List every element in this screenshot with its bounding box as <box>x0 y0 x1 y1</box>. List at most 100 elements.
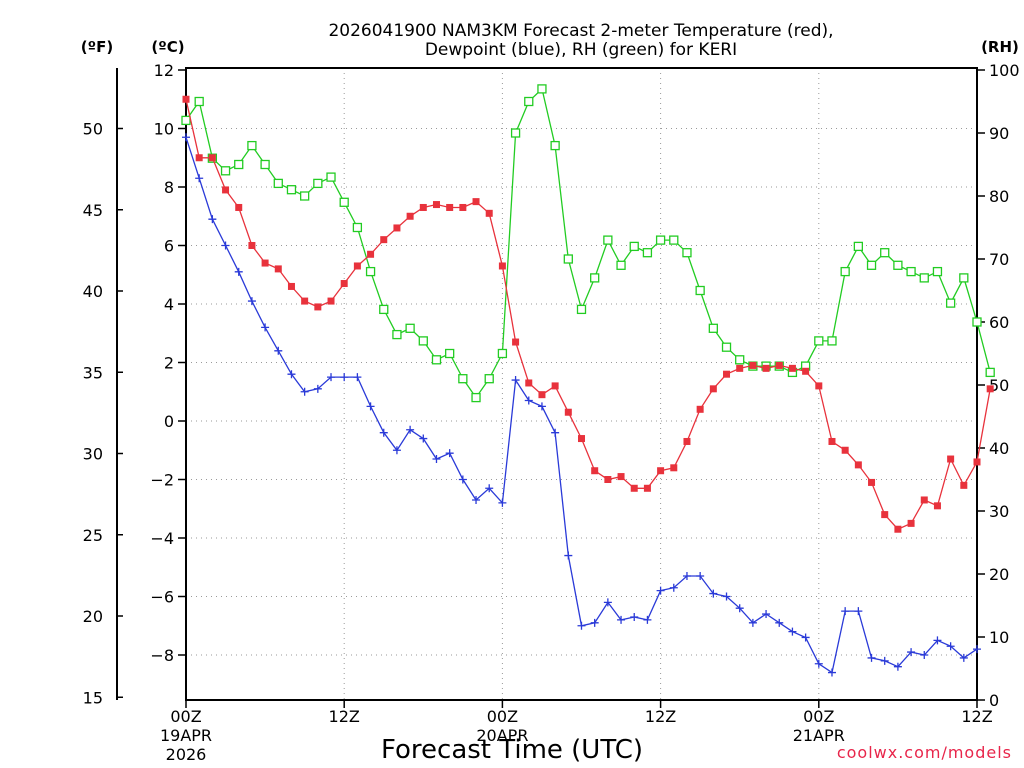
dewpoint-point <box>722 592 731 601</box>
dewpoint-point <box>682 572 691 581</box>
dewpoint-line <box>185 137 978 674</box>
dewpoint-point <box>472 495 481 504</box>
dewpoint-point <box>814 659 823 668</box>
rh-tick-label: 30 <box>989 502 1009 521</box>
rh-point <box>524 96 534 107</box>
dewpoint-point <box>485 484 494 493</box>
temperature-point <box>788 364 796 372</box>
temperature-point <box>643 484 651 492</box>
dewpoint-point <box>445 449 454 458</box>
rh-point <box>616 260 626 270</box>
fahrenheit-unit-label: (ºF) <box>81 38 113 56</box>
temperature-point <box>512 338 520 346</box>
fahrenheit-tick-label: 50 <box>83 120 103 139</box>
temperature-point <box>208 154 216 162</box>
rh-point <box>985 367 995 378</box>
temperature-point <box>630 484 638 492</box>
chart-title-line1: 2026041900 NAM3KM Forecast 2-meter Tempe… <box>328 21 833 41</box>
dewpoint-point <box>617 615 626 624</box>
celsius-tick-label: 10 <box>154 120 174 139</box>
temperature-point <box>419 203 427 211</box>
celsius-tick-label: 12 <box>154 61 174 80</box>
rh-point <box>563 254 573 264</box>
dewpoint-point <box>261 323 270 332</box>
rh-point <box>972 317 982 327</box>
axes: 121086420−2−4−6−850454035302520151009080… <box>83 61 1020 764</box>
dewpoint-point <box>300 387 309 396</box>
rh-point <box>497 348 508 359</box>
rh-point <box>919 273 929 283</box>
temperature-point <box>709 385 717 393</box>
dewpoint-point <box>313 384 322 393</box>
dewpoint-point <box>247 297 256 306</box>
temperature-point <box>802 367 810 375</box>
rh-point <box>866 260 877 270</box>
dewpoint-point <box>880 656 889 665</box>
rh-point <box>655 235 666 245</box>
rh-point <box>326 172 336 182</box>
temperature-point <box>551 382 559 390</box>
temperature-point <box>538 391 546 399</box>
x-tick-date-label: 19APR <box>160 726 212 745</box>
rh-point <box>445 348 455 359</box>
rh-point <box>695 285 705 296</box>
grid-lines <box>186 68 977 700</box>
fahrenheit-tick-label: 15 <box>83 688 103 707</box>
temperature-point <box>591 467 599 475</box>
celsius-tick-label: 6 <box>164 237 174 256</box>
dewpoint-point <box>195 174 204 183</box>
dewpoint-point <box>366 402 375 411</box>
rh-point <box>827 336 837 346</box>
rh-tick-label: 50 <box>989 376 1009 395</box>
rh-point <box>932 266 943 277</box>
temperature-point <box>459 203 467 211</box>
x-tick-label: 00Z <box>170 707 201 726</box>
rh-point <box>431 355 442 365</box>
dewpoint-point <box>762 610 771 619</box>
temperature-point <box>947 455 955 463</box>
dewpoint-point <box>498 498 507 507</box>
dewpoint-point <box>590 618 599 627</box>
rh-point <box>392 329 402 340</box>
dewpoint-point <box>893 662 902 671</box>
dewpoint-point <box>841 607 850 616</box>
rh-line <box>185 87 991 399</box>
temperature-point <box>446 203 454 211</box>
dewpoint-point <box>564 551 573 560</box>
x-tick-year-label: 2026 <box>166 745 207 764</box>
fahrenheit-tick-label: 45 <box>83 201 103 220</box>
temperature-point <box>340 280 348 288</box>
rh-tick-label: 90 <box>989 124 1009 143</box>
dewpoint-series <box>182 133 981 677</box>
temperature-point <box>406 212 414 220</box>
celsius-tick-label: 0 <box>164 412 174 431</box>
fahrenheit-tick-label: 35 <box>83 363 103 382</box>
x-tick-label: 12Z <box>961 707 992 726</box>
dewpoint-point <box>274 346 283 355</box>
temperature-point <box>314 303 322 311</box>
rh-point <box>313 178 323 189</box>
x-tick-label: 00Z <box>487 707 518 726</box>
rh-point <box>234 159 244 170</box>
temperature-point <box>195 154 203 162</box>
rh-point <box>893 260 903 270</box>
rh-point <box>537 84 547 94</box>
temperature-point <box>432 201 440 209</box>
temperature-point <box>670 464 678 472</box>
temperature-point <box>498 262 506 270</box>
dewpoint-point <box>406 425 415 434</box>
rh-point <box>365 266 376 277</box>
chart-title-line2: Dewpoint (blue), RH (green) for KERI <box>425 40 737 60</box>
dewpoint-point <box>458 475 467 484</box>
rh-point <box>339 197 349 207</box>
x-tick-date-label: 21APR <box>793 726 845 745</box>
temperature-point <box>235 203 243 211</box>
dewpoint-point <box>511 376 520 385</box>
rh-point <box>273 178 283 189</box>
temperature-point <box>222 186 230 194</box>
celsius-tick-label: −6 <box>150 588 174 607</box>
dewpoint-point <box>933 636 942 645</box>
rh-point <box>299 191 310 201</box>
rh-series <box>181 84 995 403</box>
dewpoint-point <box>551 428 560 437</box>
